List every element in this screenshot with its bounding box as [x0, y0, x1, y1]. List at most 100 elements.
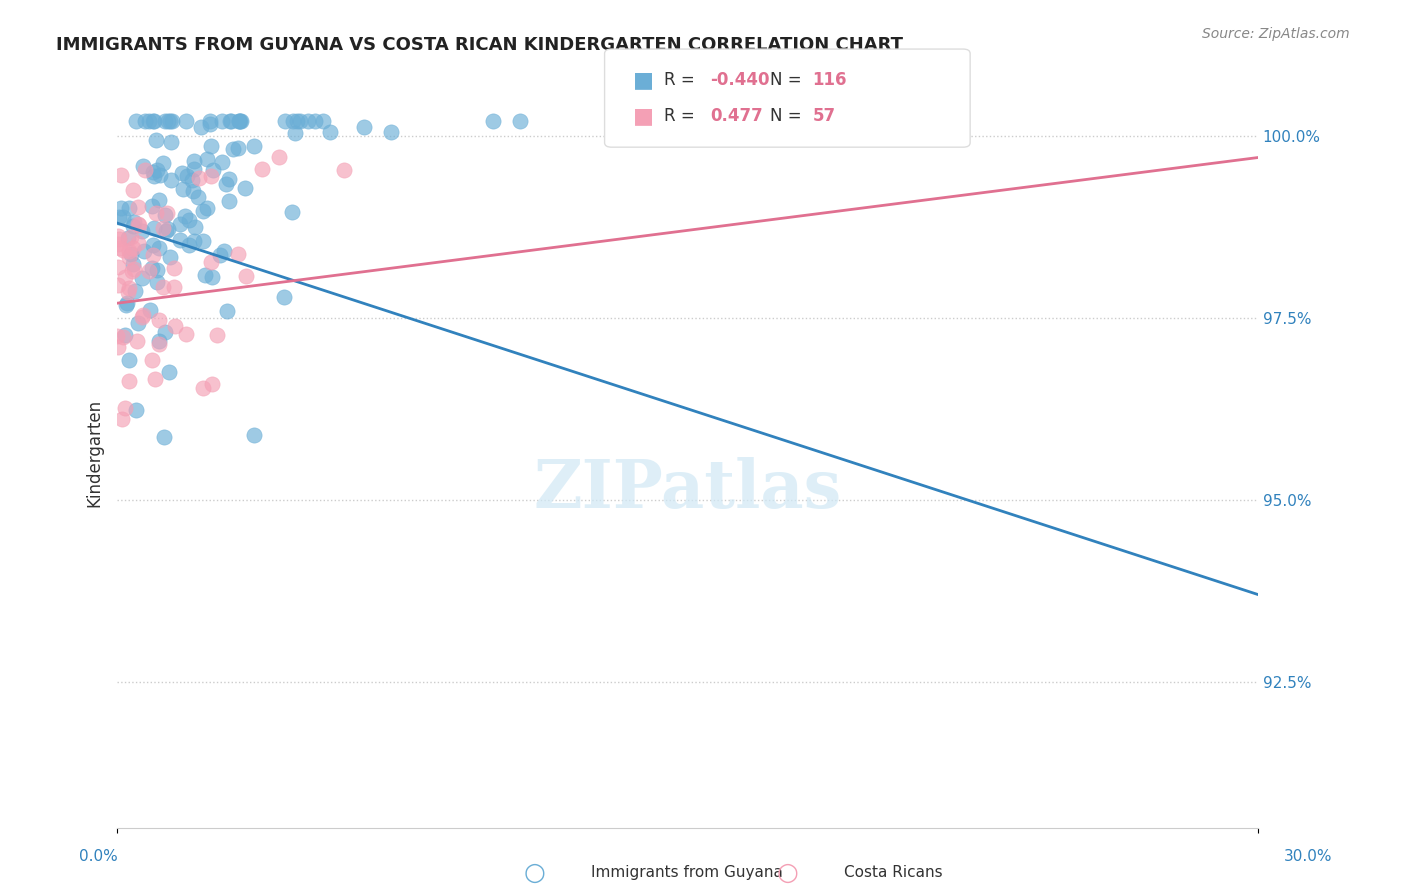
Point	[107, 228, 129, 243]
Point	[124, 402, 146, 417]
Point	[142, 165, 165, 179]
Text: R =: R =	[664, 107, 700, 125]
Point	[132, 309, 155, 323]
Point	[201, 377, 224, 392]
Text: N =: N =	[770, 107, 807, 125]
Point	[134, 114, 156, 128]
Point	[209, 248, 232, 262]
Point	[290, 114, 312, 128]
Point	[118, 244, 141, 258]
Point	[174, 114, 197, 128]
Point	[152, 221, 174, 235]
Point	[297, 114, 319, 128]
Point	[155, 325, 177, 339]
Point	[107, 277, 129, 292]
Point	[215, 177, 238, 191]
Point	[152, 280, 174, 294]
Point	[174, 209, 197, 223]
Point	[108, 232, 131, 246]
Point	[127, 334, 149, 349]
Point	[205, 328, 228, 343]
Point	[231, 114, 253, 128]
Point	[243, 428, 266, 442]
Point	[312, 114, 335, 128]
Text: N =: N =	[770, 71, 807, 89]
Point	[179, 213, 201, 227]
Point	[617, 114, 640, 128]
Point	[118, 374, 141, 388]
Point	[138, 114, 160, 128]
Point	[183, 161, 205, 176]
Point	[273, 290, 295, 304]
Point	[233, 181, 256, 195]
Point	[110, 201, 132, 215]
Text: 0.0%: 0.0%	[79, 849, 118, 863]
Point	[148, 193, 170, 207]
Point	[132, 244, 155, 258]
Text: ○: ○	[776, 861, 799, 884]
Point	[124, 285, 146, 299]
Point	[163, 260, 186, 275]
Text: -0.440: -0.440	[710, 71, 769, 89]
Point	[201, 270, 224, 285]
Point	[131, 224, 153, 238]
Point	[228, 114, 250, 128]
Point	[281, 205, 304, 219]
Point	[157, 114, 180, 128]
Point	[190, 120, 212, 134]
Point	[122, 219, 145, 234]
Point	[148, 313, 170, 327]
Point	[228, 247, 250, 261]
Point	[146, 162, 169, 177]
Text: Immigrants from Guyana: Immigrants from Guyana	[591, 865, 782, 880]
Point	[141, 199, 163, 213]
Point	[159, 136, 181, 150]
Text: 30.0%: 30.0%	[1284, 849, 1331, 863]
Text: 0.477: 0.477	[710, 107, 763, 125]
Text: ZIPatlas: ZIPatlas	[533, 458, 842, 523]
Point	[110, 169, 132, 183]
Point	[142, 248, 165, 262]
Point	[170, 166, 193, 180]
Point	[145, 206, 167, 220]
Point	[157, 222, 180, 236]
Point	[115, 296, 138, 310]
Point	[201, 162, 224, 177]
Point	[118, 353, 141, 368]
Point	[211, 114, 233, 128]
Point	[191, 381, 214, 395]
Point	[195, 201, 218, 215]
Text: IMMIGRANTS FROM GUYANA VS COSTA RICAN KINDERGARTEN CORRELATION CHART: IMMIGRANTS FROM GUYANA VS COSTA RICAN KI…	[56, 36, 903, 54]
Point	[120, 229, 142, 244]
Point	[145, 133, 167, 147]
Point	[153, 430, 176, 444]
Point	[127, 200, 149, 214]
Point	[481, 114, 503, 128]
Point	[122, 241, 145, 255]
Point	[112, 330, 135, 344]
Point	[200, 117, 222, 131]
Point	[267, 150, 290, 164]
Point	[122, 182, 145, 196]
Point	[112, 210, 135, 224]
Point	[107, 329, 129, 343]
Point	[107, 210, 129, 224]
Point	[160, 173, 183, 187]
Point	[252, 162, 274, 177]
Point	[281, 114, 304, 128]
Point	[155, 208, 177, 222]
Point	[115, 298, 138, 312]
Point	[304, 114, 326, 128]
Point	[152, 156, 174, 170]
Point	[159, 251, 181, 265]
Point	[219, 114, 242, 128]
Point	[131, 310, 153, 324]
Point	[138, 264, 160, 278]
Point	[155, 206, 177, 220]
Point	[285, 114, 308, 128]
Y-axis label: Kindergarten: Kindergarten	[86, 399, 103, 507]
Point	[142, 237, 165, 252]
Point	[148, 337, 170, 351]
Point	[191, 234, 214, 248]
Point	[143, 220, 166, 235]
